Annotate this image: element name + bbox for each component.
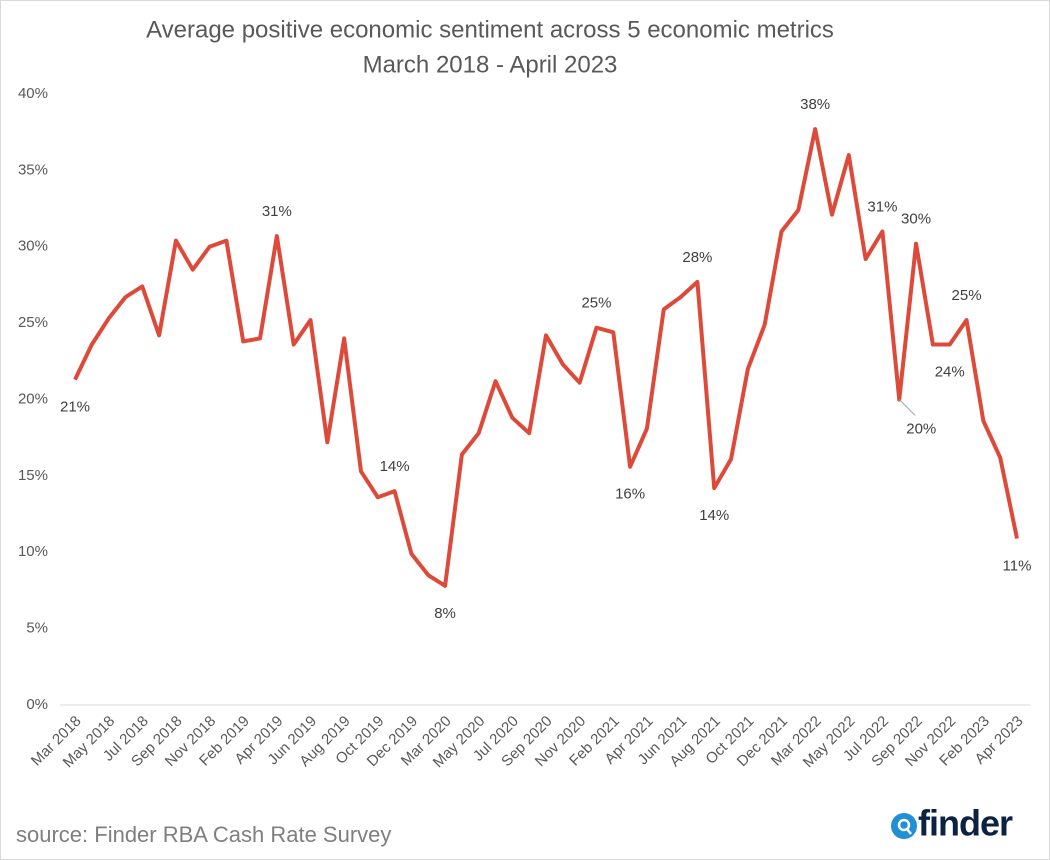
chart-subtitle: March 2018 - April 2023: [363, 51, 618, 78]
data-label: 38%: [800, 96, 830, 113]
data-label: 14%: [699, 507, 729, 524]
logo-text: finder: [918, 803, 1013, 844]
data-label: 28%: [682, 249, 712, 266]
data-label: 14%: [380, 458, 410, 475]
chart-title: Average positive economic sentiment acro…: [146, 16, 834, 43]
y-tick-label: 0%: [26, 696, 48, 713]
logo: finder: [891, 803, 1014, 844]
data-label: 16%: [615, 486, 645, 503]
y-tick-label: 35%: [18, 161, 48, 178]
data-label: 21%: [60, 399, 90, 416]
y-tick-label: 30%: [18, 238, 48, 255]
data-label: 25%: [581, 295, 611, 312]
y-tick-label: 5%: [26, 620, 48, 637]
y-tick-label: 20%: [18, 390, 48, 407]
logo-handle: [906, 828, 912, 835]
leader-line: [898, 399, 916, 416]
data-label: 31%: [262, 203, 292, 220]
y-tick-label: 25%: [18, 314, 48, 331]
data-label: 31%: [867, 198, 897, 215]
source: source: Finder RBA Cash Rate Survey: [16, 822, 391, 847]
data-label: 24%: [935, 363, 965, 380]
logo-lens: [897, 818, 911, 832]
y-tick-label: 10%: [18, 543, 48, 560]
y-tick-label: 15%: [18, 467, 48, 484]
data-label: 25%: [952, 287, 982, 304]
data-label: 20%: [906, 420, 936, 437]
y-tick-label: 40%: [18, 85, 48, 102]
data-label: 11%: [1003, 557, 1032, 574]
data-label: 8%: [434, 605, 456, 622]
logo-icon: [891, 813, 917, 839]
line: [73, 127, 1019, 588]
data-label: 30%: [901, 211, 931, 228]
